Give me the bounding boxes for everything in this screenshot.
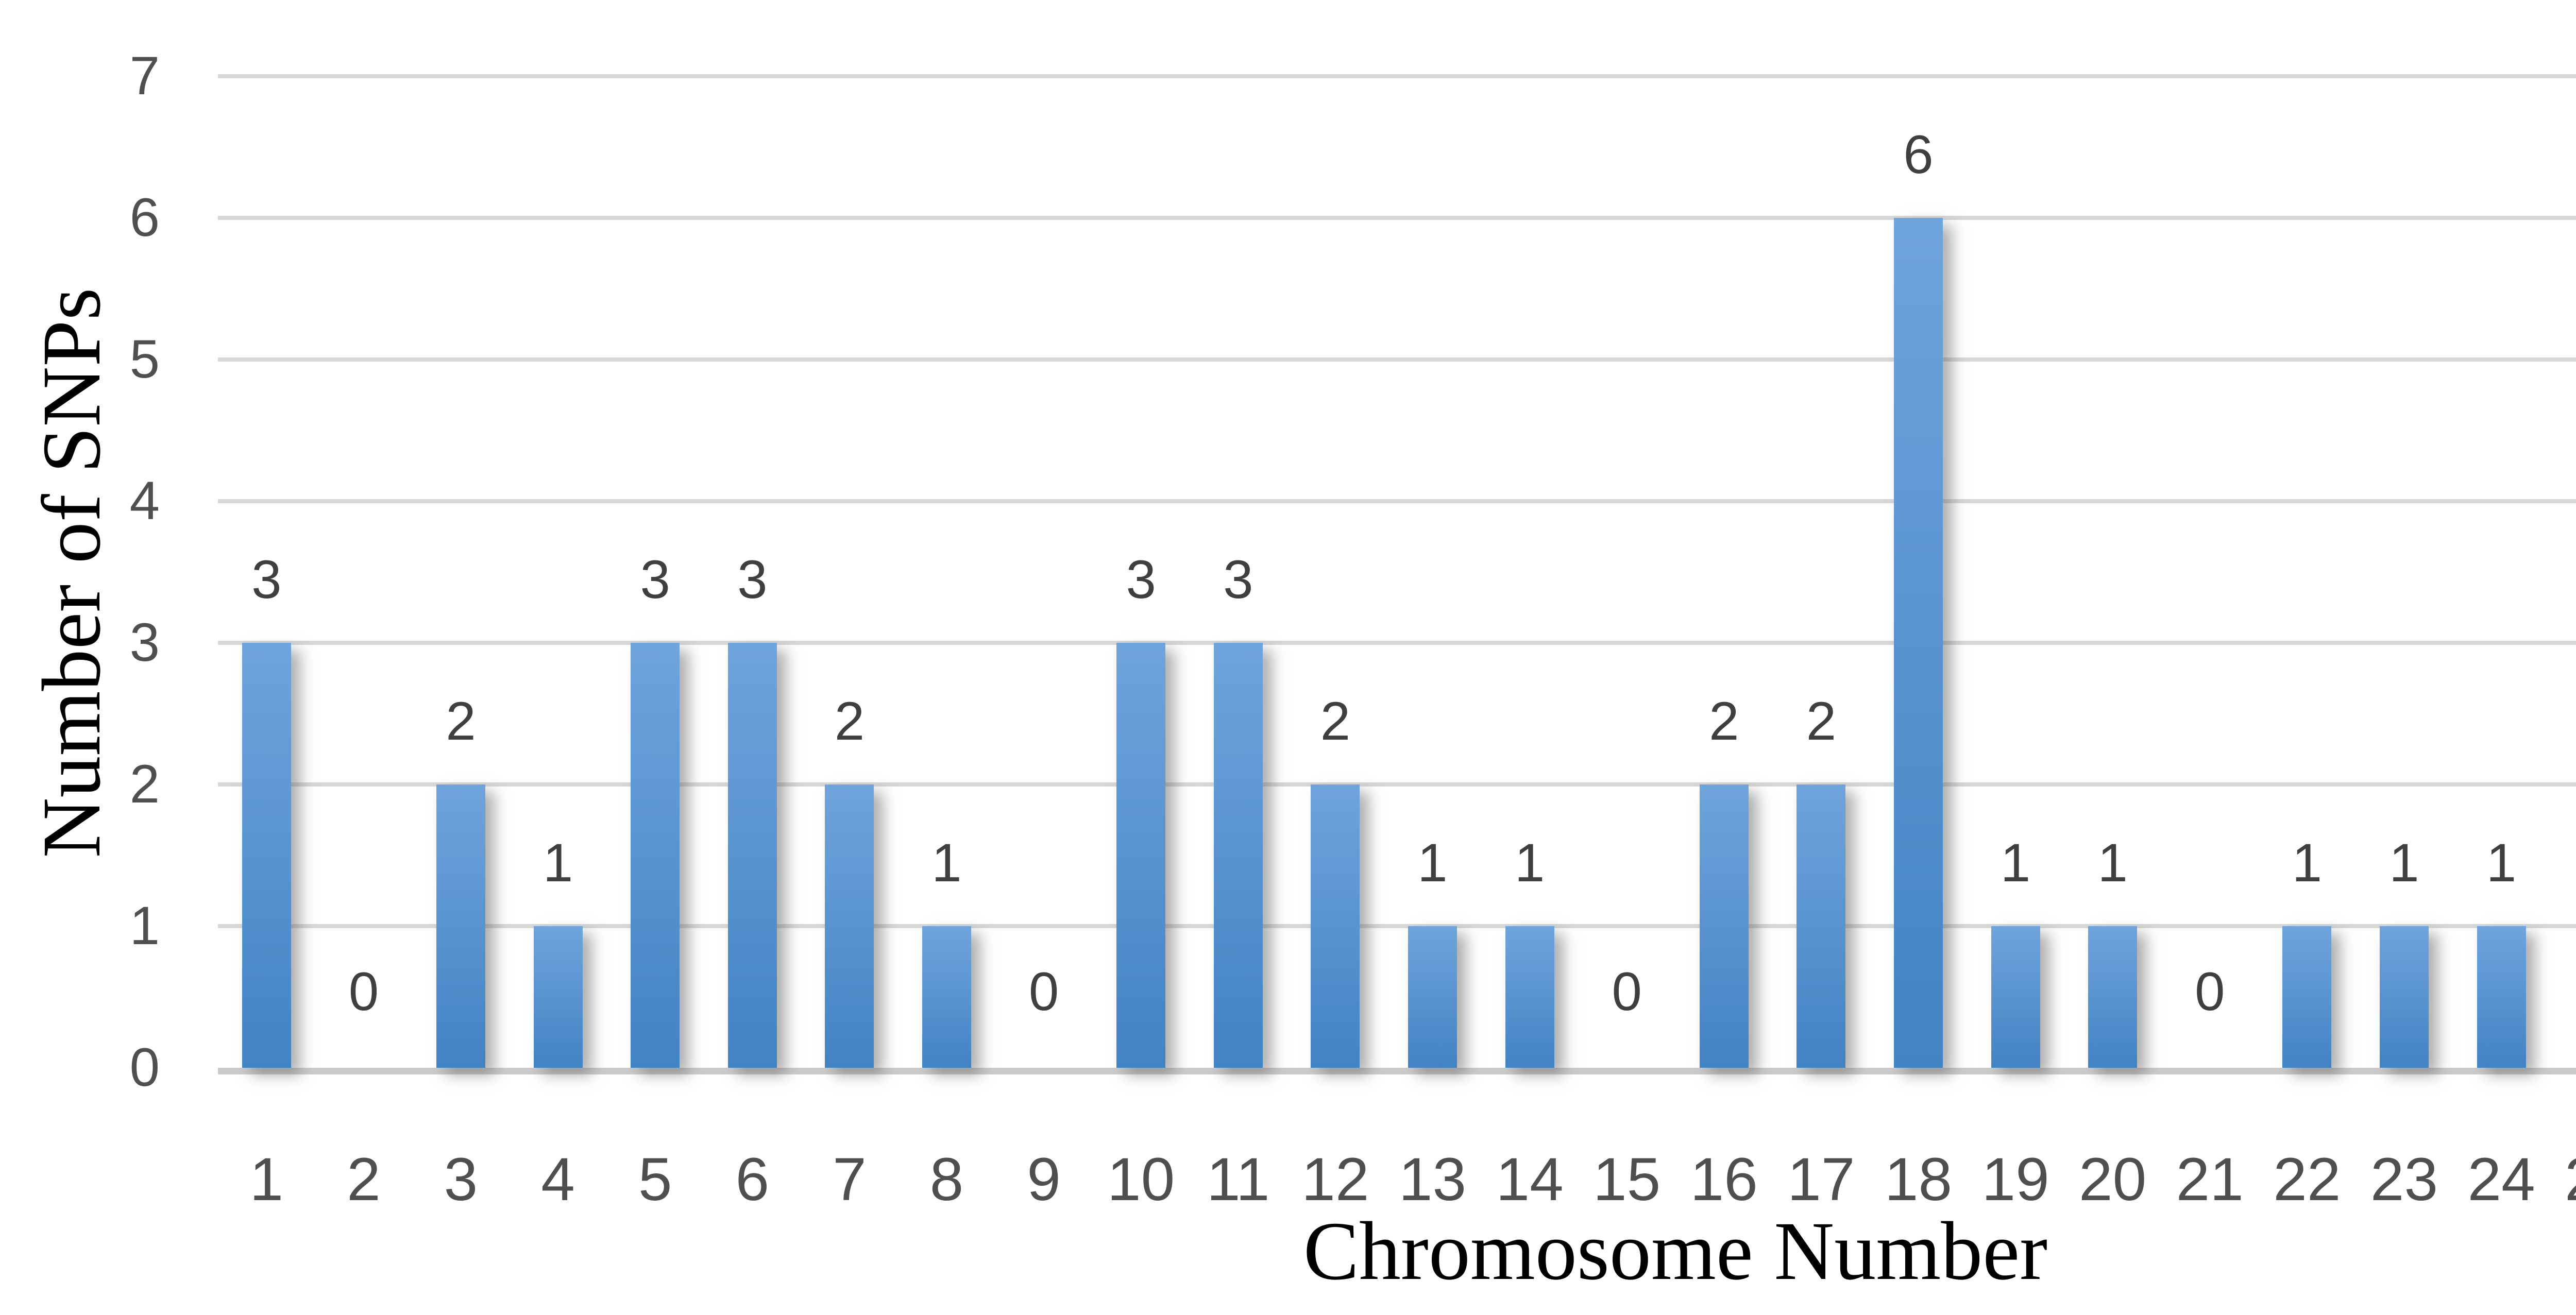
data-label-chromosome-25: 0 bbox=[2521, 962, 2576, 1021]
bar-chromosome-4 bbox=[533, 926, 583, 1068]
y-tick-label-3: 3 bbox=[129, 612, 160, 673]
y-tick-label-5: 5 bbox=[129, 329, 160, 389]
x-tick-label-12: 12 bbox=[1301, 1146, 1369, 1214]
x-tick-label-15: 15 bbox=[1593, 1146, 1661, 1214]
x-tick-label-4: 4 bbox=[541, 1146, 575, 1214]
x-axis-line bbox=[218, 1068, 2576, 1074]
y-tick-label-1: 1 bbox=[129, 896, 160, 956]
data-label-chromosome-12: 2 bbox=[1320, 691, 1351, 752]
data-label-chromosome-7: 2 bbox=[834, 691, 865, 752]
x-tick-label-16: 16 bbox=[1690, 1146, 1758, 1214]
data-label-chromosome-2: 0 bbox=[348, 962, 379, 1022]
bar-chromosome-1 bbox=[242, 643, 291, 1068]
x-tick-label-9: 9 bbox=[1027, 1146, 1061, 1214]
y-tick-label-4: 4 bbox=[129, 471, 160, 531]
x-tick-label-14: 14 bbox=[1496, 1146, 1564, 1214]
x-tick-label-1: 1 bbox=[249, 1146, 284, 1214]
gridline-y6 bbox=[218, 216, 2576, 220]
bar-chromosome-16 bbox=[1699, 784, 1749, 1068]
x-tick-label-10: 10 bbox=[1107, 1146, 1175, 1214]
bar-chromosome-19 bbox=[1991, 926, 2040, 1068]
gridline-y1 bbox=[218, 924, 2576, 928]
bar-chromosome-18 bbox=[1894, 218, 1943, 1068]
data-label-chromosome-11: 3 bbox=[1223, 550, 1253, 610]
y-axis-title: Number of SNPs bbox=[26, 287, 118, 858]
gridline-y7 bbox=[218, 74, 2576, 78]
bar-chromosome-22 bbox=[2282, 926, 2332, 1068]
y-tick-label-6: 6 bbox=[129, 187, 160, 248]
bar-chromosome-14 bbox=[1505, 926, 1554, 1068]
y-tick-label-0: 0 bbox=[129, 1037, 160, 1098]
data-label-chromosome-23: 1 bbox=[2389, 833, 2419, 893]
bar-chromosome-5 bbox=[631, 643, 680, 1068]
data-label-chromosome-22: 1 bbox=[2292, 833, 2323, 893]
x-tick-label-2: 2 bbox=[347, 1146, 381, 1214]
data-label-chromosome-1: 3 bbox=[251, 550, 282, 610]
x-tick-label-25: 25 bbox=[2542, 1146, 2576, 1213]
plot-area: 30213321033211022611011102123 bbox=[218, 74, 2576, 1074]
bar-chromosome-13 bbox=[1408, 926, 1457, 1068]
x-tick-label-24: 24 bbox=[2467, 1146, 2535, 1214]
bar-chromosome-10 bbox=[1116, 643, 1166, 1068]
bar-chromosome-6 bbox=[727, 643, 777, 1068]
data-label-chromosome-4: 1 bbox=[543, 833, 573, 893]
x-axis-title: Chromosome Number bbox=[1303, 1205, 2048, 1297]
y-tick-label-2: 2 bbox=[129, 754, 160, 814]
bar-chromosome-12 bbox=[1311, 784, 1360, 1068]
gridline-y5 bbox=[218, 357, 2576, 362]
data-label-chromosome-19: 1 bbox=[2000, 833, 2031, 893]
data-label-chromosome-3: 2 bbox=[446, 691, 476, 752]
data-label-chromosome-10: 3 bbox=[1126, 550, 1156, 610]
data-label-chromosome-24: 1 bbox=[2486, 833, 2517, 893]
data-label-chromosome-17: 2 bbox=[1806, 691, 1837, 752]
x-tick-label-21: 21 bbox=[2176, 1146, 2244, 1214]
x-tick-label-19: 19 bbox=[1981, 1146, 2049, 1214]
y-tick-label-7: 7 bbox=[129, 46, 160, 106]
data-label-chromosome-5: 3 bbox=[640, 550, 670, 610]
x-tick-label-7: 7 bbox=[833, 1146, 867, 1214]
gridline-y2 bbox=[218, 782, 2576, 787]
data-label-chromosome-15: 0 bbox=[1612, 962, 1642, 1022]
data-label-chromosome-13: 1 bbox=[1417, 833, 1448, 893]
x-tick-label-23: 23 bbox=[2370, 1146, 2438, 1214]
data-label-chromosome-6: 3 bbox=[737, 550, 768, 610]
x-tick-label-11: 11 bbox=[1207, 1146, 1270, 1214]
x-tick-label-8: 8 bbox=[929, 1146, 964, 1214]
data-label-chromosome-9: 0 bbox=[1028, 962, 1059, 1022]
bar-chromosome-3 bbox=[436, 784, 485, 1068]
data-label-chromosome-18: 6 bbox=[1903, 125, 1934, 185]
bar-chromosome-23 bbox=[2380, 926, 2429, 1068]
x-tick-label-5: 5 bbox=[638, 1146, 672, 1214]
bar-chromosome-17 bbox=[1797, 784, 1846, 1068]
bar-chromosome-8 bbox=[922, 926, 971, 1068]
x-tick-label-13: 13 bbox=[1398, 1146, 1467, 1214]
x-tick-label-6: 6 bbox=[735, 1146, 770, 1214]
x-tick-label-17: 17 bbox=[1787, 1146, 1855, 1214]
gridline-y4 bbox=[218, 499, 2576, 503]
data-label-chromosome-20: 1 bbox=[2097, 833, 2128, 893]
x-tick-label-18: 18 bbox=[1884, 1146, 1953, 1214]
bar-chromosome-11 bbox=[1213, 643, 1263, 1068]
x-tick-label-20: 20 bbox=[2079, 1146, 2147, 1214]
x-tick-label-22: 22 bbox=[2273, 1146, 2341, 1214]
bar-chromosome-20 bbox=[2088, 926, 2138, 1068]
data-label-chromosome-16: 2 bbox=[1709, 691, 1739, 752]
data-label-chromosome-21: 0 bbox=[2195, 962, 2225, 1022]
gridline-y3 bbox=[218, 641, 2576, 645]
bar-chromosome-7 bbox=[825, 784, 874, 1068]
x-tick-label-3: 3 bbox=[444, 1146, 478, 1214]
data-label-chromosome-14: 1 bbox=[1514, 833, 1545, 893]
bar-chromosome-24 bbox=[2477, 926, 2526, 1068]
data-label-chromosome-8: 1 bbox=[931, 833, 962, 893]
